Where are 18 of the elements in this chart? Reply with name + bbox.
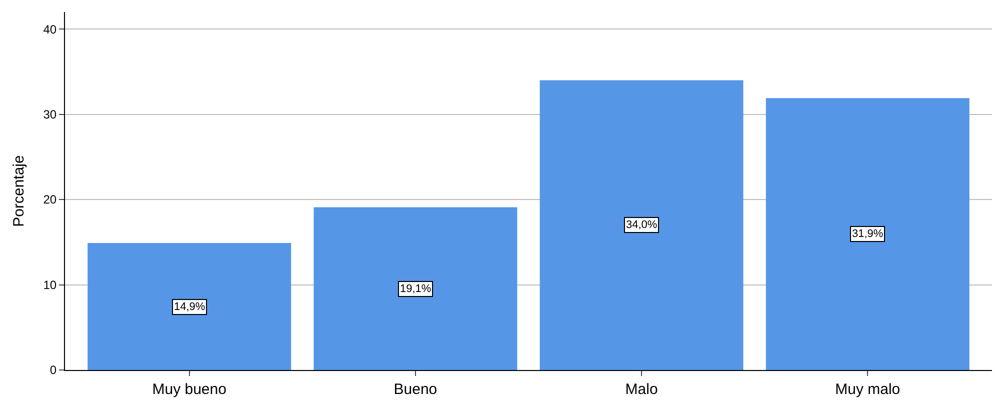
x-tick-label: Bueno xyxy=(394,381,438,398)
data-label: 34,0% xyxy=(626,219,658,231)
y-tick-label: 20 xyxy=(43,192,57,207)
bar xyxy=(314,207,518,370)
data-label: 31,9% xyxy=(852,228,884,240)
y-tick-label: 10 xyxy=(43,278,57,292)
x-tick-label: Muy malo xyxy=(835,381,900,398)
data-label: 14,9% xyxy=(174,301,206,313)
x-tick-label: Muy bueno xyxy=(152,381,226,398)
bar xyxy=(540,80,744,370)
y-axis-title: Porcentaje xyxy=(10,155,28,227)
y-tick-label: 40 xyxy=(43,22,57,36)
bar xyxy=(766,98,970,370)
data-label: 19,1% xyxy=(400,283,432,295)
bar xyxy=(88,243,292,370)
x-tick-label: Malo xyxy=(625,381,658,398)
y-tick-label: 30 xyxy=(43,107,57,122)
y-tick-label: 0 xyxy=(50,363,57,378)
